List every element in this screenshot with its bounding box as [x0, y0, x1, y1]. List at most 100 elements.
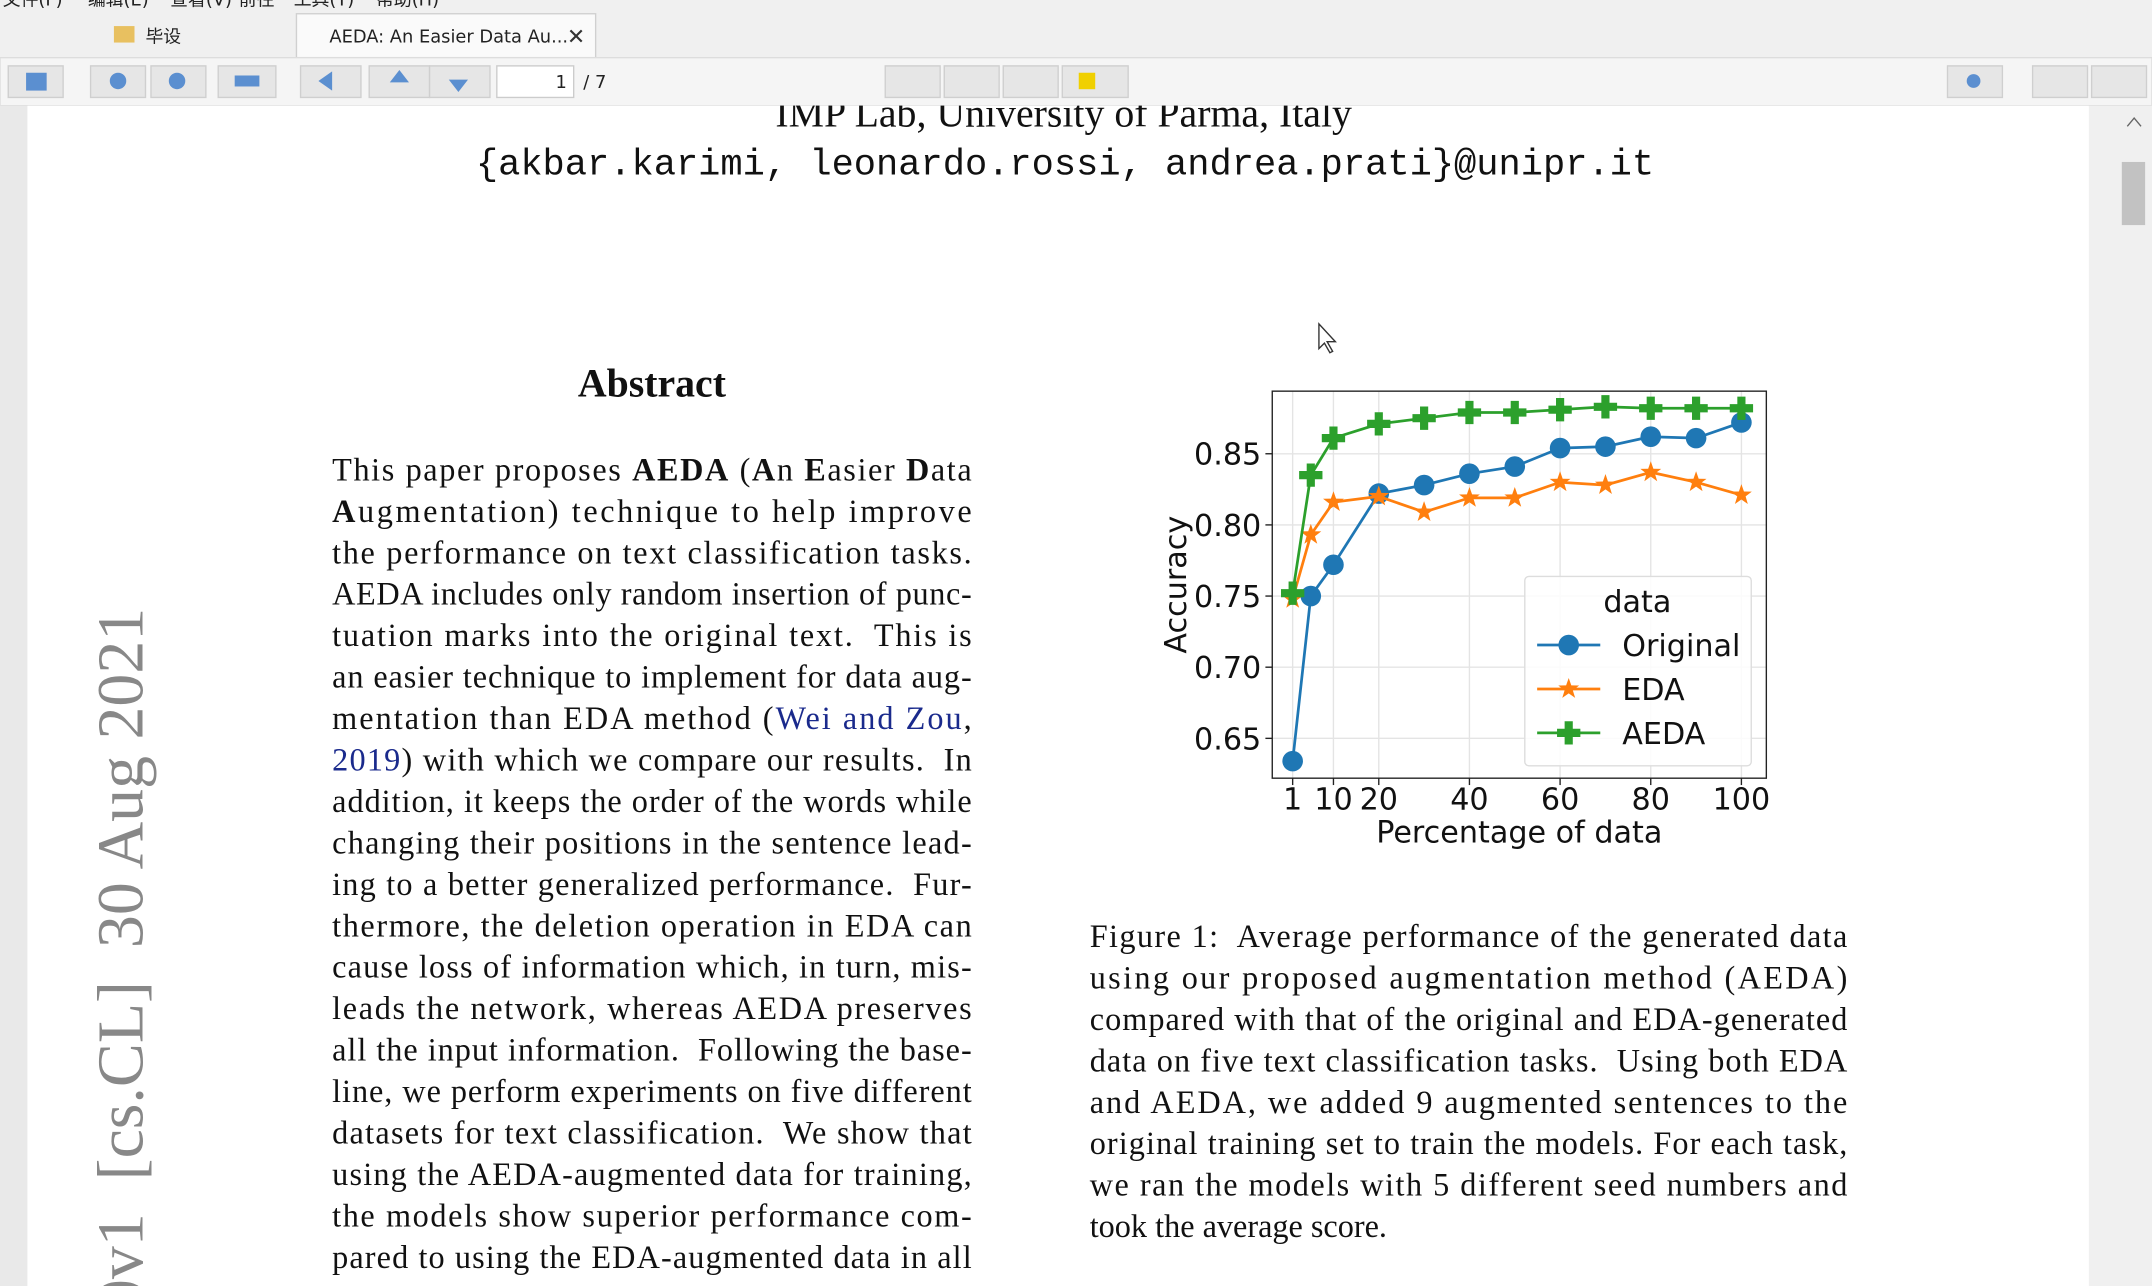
- point: [1639, 396, 1663, 420]
- caption-line: data on five text classification tasks. …: [1090, 1042, 1848, 1078]
- point: [1504, 456, 1526, 477]
- y-tick-label: 0.85: [1194, 438, 1261, 473]
- page-number[interactable]: 1: [555, 72, 566, 93]
- abstract-line: pared to using the EDA-augmented data in…: [332, 1239, 972, 1275]
- mouse-cursor: [1318, 322, 1337, 354]
- icon: [448, 79, 469, 92]
- citation-link: 2019: [332, 742, 400, 778]
- icon: [1078, 72, 1096, 90]
- point: [1300, 523, 1322, 544]
- menu-item: 查看(V): [170, 0, 232, 10]
- legend-label: Original: [1622, 629, 1740, 664]
- point: [1282, 750, 1303, 772]
- viewer-margin: [0, 105, 28, 1286]
- button[interactable]: [1002, 65, 1059, 99]
- caption-line: Figure 1: Average performance of the gen…: [1090, 918, 1848, 954]
- legend-title: data: [1603, 585, 1671, 620]
- button[interactable]: [884, 65, 941, 99]
- menu-item: 帮助(H): [376, 0, 439, 10]
- legend-label: EDA: [1622, 673, 1685, 708]
- caption-line: original training set to train the model…: [1090, 1125, 1848, 1161]
- page-input[interactable]: [496, 65, 575, 99]
- point: [1731, 412, 1752, 433]
- point: [1684, 396, 1708, 420]
- abstract-line: using the AEDA-augmented data for traini…: [332, 1156, 972, 1192]
- text-run: all the input information. Following the…: [332, 1032, 972, 1068]
- button[interactable]: [1061, 65, 1129, 99]
- point: [1685, 471, 1707, 492]
- point: [1299, 463, 1323, 487]
- point: [1549, 471, 1571, 492]
- point: [1413, 501, 1435, 521]
- icon: [234, 75, 260, 87]
- text-run: using the AEDA-augmented data for traini…: [332, 1156, 972, 1192]
- point: [1685, 427, 1707, 449]
- point: [1593, 395, 1618, 419]
- x-tick-label: 80: [1632, 783, 1670, 818]
- abstract-line: addition, it keeps the order of the word…: [332, 783, 972, 819]
- x-tick-label: 100: [1713, 783, 1771, 818]
- active-tab[interactable]: [295, 13, 597, 59]
- folder-icon: [113, 26, 135, 43]
- document: IMP Lab, University of Parma, Italy {akba…: [85, 106, 1848, 1286]
- text-run: thermore, the deletion operation in EDA …: [332, 907, 972, 943]
- point: [1503, 400, 1527, 425]
- x-tick-label: 1: [1283, 783, 1302, 818]
- icon: [168, 72, 186, 90]
- point: [1323, 491, 1344, 511]
- text-run: addition, it keeps the order of the word…: [332, 783, 972, 819]
- abstract-heading: Abstract: [578, 362, 727, 406]
- point: [1548, 397, 1572, 422]
- text-run: A: [752, 451, 776, 487]
- button[interactable]: [2090, 65, 2148, 99]
- point: [1368, 485, 1390, 506]
- point: [1367, 412, 1391, 436]
- button[interactable]: [943, 65, 1000, 99]
- menu-item: 文件(F): [3, 0, 63, 10]
- text-run: n: [777, 451, 803, 487]
- point: [1504, 486, 1526, 507]
- tab-label[interactable]: AEDA: An Easier Data Au...: [329, 27, 568, 48]
- point: [1640, 461, 1662, 482]
- abstract-line: changing their positions in the sentence…: [332, 824, 972, 860]
- abstract-line: ing to a better generalized performance.…: [332, 866, 972, 902]
- legend-box: [1524, 575, 1752, 767]
- scroll-up[interactable]: [2126, 116, 2142, 127]
- scroll-thumb[interactable]: [2121, 161, 2146, 226]
- text-run: mentation than EDA method (: [332, 700, 773, 736]
- abstract-line: cause loss of information which, in turn…: [332, 949, 972, 985]
- button[interactable]: [2031, 65, 2089, 99]
- scrollbar[interactable]: [2088, 105, 2152, 1286]
- text-run: This paper proposes: [332, 451, 630, 487]
- tab-close[interactable]: ✕: [567, 25, 585, 50]
- point: [1595, 436, 1616, 457]
- abstract-line: datasets for text classification. We sho…: [332, 1115, 972, 1151]
- button[interactable]: [428, 65, 491, 99]
- text-run: (: [730, 451, 750, 487]
- point: [1594, 474, 1616, 494]
- text-run: an easier technique to implement for dat…: [332, 659, 972, 695]
- abstract-line: 2019) with which we compare our results.…: [332, 742, 972, 778]
- menu-item: 前往: [239, 0, 275, 10]
- text-run: D: [906, 451, 929, 487]
- text-run: line, we perform experiments on five dif…: [332, 1073, 972, 1109]
- text-run: ,: [964, 700, 972, 736]
- menu-item: 编辑(E): [88, 0, 149, 10]
- tab-label[interactable]: 毕设: [145, 27, 181, 48]
- point: [1459, 486, 1480, 507]
- y-tick-label: 0.70: [1194, 651, 1261, 686]
- icon: [109, 72, 127, 90]
- point: [1412, 406, 1436, 430]
- menu-bar: 文件(F) 编辑(E) 查看(V) 前往 工具(T) 帮助(H): [3, 0, 439, 10]
- toolbar-icons: [26, 70, 1981, 92]
- icon: [26, 72, 47, 91]
- text-run: pared to using the EDA-augmented data in…: [332, 1239, 972, 1275]
- legend-label: AEDA: [1622, 717, 1705, 752]
- point: [1558, 634, 1580, 656]
- abstract-line: an easier technique to implement for dat…: [332, 659, 972, 695]
- abstract-line: AEDA includes only random insertion of p…: [332, 576, 972, 612]
- text-run: AEDA: [632, 451, 729, 487]
- abstract-line: leads the network, whereas AEDA preserve…: [332, 990, 972, 1026]
- point: [1729, 396, 1754, 420]
